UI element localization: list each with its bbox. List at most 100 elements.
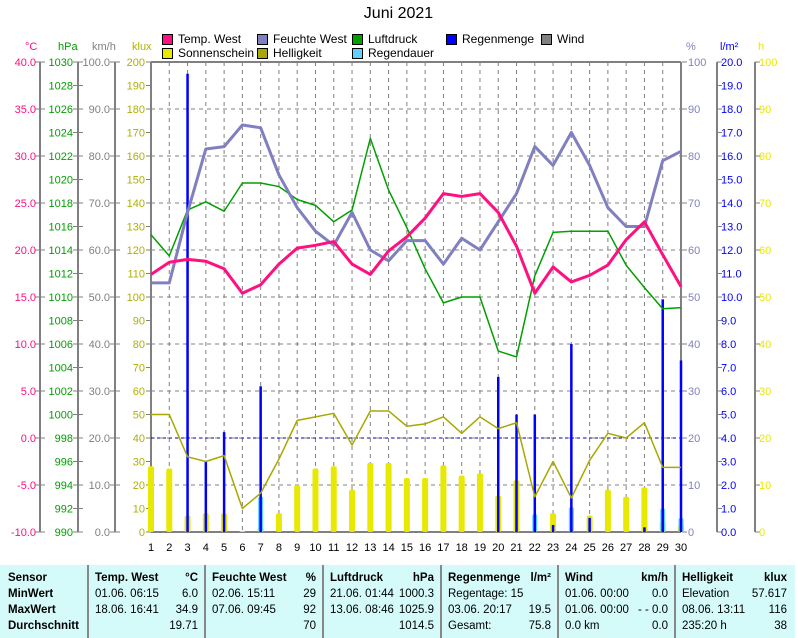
brightness-tick-label: 10 <box>133 504 145 516</box>
legend-item: Regenmenge <box>446 32 534 46</box>
sunshine-bar <box>330 466 337 532</box>
column-unit: klux <box>763 572 787 584</box>
cell-value <box>448 586 551 602</box>
brightness-tick-label: 140 <box>127 198 145 210</box>
wind-tick-label: 50.0 <box>89 292 110 304</box>
brightness-tick-label: 110 <box>127 269 145 281</box>
x-tick-label: 3 <box>184 542 190 554</box>
brightness-tick-label: 200 <box>127 57 145 69</box>
temp-tick-label: 30.0 <box>15 151 36 163</box>
rain-tick-label: 4.0 <box>721 433 736 445</box>
pressure-tick-label: 992 <box>55 504 73 516</box>
x-tick-label: 22 <box>529 542 541 554</box>
legend-item: Helligkeit <box>257 46 322 60</box>
humidity-tick-label: 10 <box>688 480 700 492</box>
x-tick-label: 7 <box>258 542 264 554</box>
legend-label: Temp. West <box>178 32 242 46</box>
cell-value: 34.9 <box>175 604 198 616</box>
pressure-tick-label: 1004 <box>49 363 73 375</box>
x-tick-label: 18 <box>456 542 468 554</box>
hours-tick-label: 20 <box>759 433 771 445</box>
column-header: Wind <box>565 572 593 584</box>
hours-tick-label: 90 <box>759 104 771 116</box>
sunshine-bar <box>550 513 557 532</box>
brightness-tick-label: 90 <box>133 316 145 328</box>
rain-tick-label: 17.0 <box>721 128 742 140</box>
pressure-tick-label: 990 <box>55 527 73 539</box>
cell-value: 0.0 <box>652 620 668 632</box>
hours-tick-label: 40 <box>759 339 771 351</box>
sensor-column: Sensor MinWert MaxWert Durchschnitt <box>0 565 89 638</box>
stats-table: Sensor MinWert MaxWert Durchschnitt Temp. We… <box>0 565 795 638</box>
brightness-tick-label: 30 <box>133 457 145 469</box>
brightness-tick-label: 80 <box>133 339 145 351</box>
sensor-header: Sensor <box>8 572 47 584</box>
hours-tick-label: 10 <box>759 480 771 492</box>
legend-label: Feuchte West <box>273 32 347 46</box>
column-unit: l/m² <box>530 572 551 584</box>
rain-bar <box>679 360 683 532</box>
stats-column: Wind km/h 01.06. 00:00 0.0 01.06. 00:00 - - 0… <box>559 565 676 638</box>
temp-tick-label: -10.0 <box>11 527 36 539</box>
stats-column: Regenmenge l/m² Regentage: 15 03.06. 20:17 1… <box>442 565 559 638</box>
x-tick-label: 9 <box>294 542 300 554</box>
humidity-tick-label: 70 <box>688 198 700 210</box>
legend-item: Sonnenschein <box>162 46 254 60</box>
rain-tick-label: 10.0 <box>721 292 742 304</box>
rain-bar <box>570 344 573 532</box>
x-tick-label: 24 <box>565 542 577 554</box>
cell-label: 0.0 km <box>565 620 600 632</box>
x-tick-label: 10 <box>309 542 321 554</box>
sunshine-bar <box>403 477 410 532</box>
x-tick-label: 2 <box>166 542 172 554</box>
rain-tick-label: 9.0 <box>721 316 736 328</box>
rain-tick-label: 16.0 <box>721 151 742 163</box>
rain-bar <box>259 386 262 532</box>
humidity-axis-unit: % <box>686 41 696 53</box>
x-tick-label: 5 <box>221 542 227 554</box>
legend-swatch <box>352 33 363 45</box>
legend-item: Temp. West <box>162 32 241 46</box>
cell-label: 01.06. 06:15 <box>95 588 159 600</box>
brightness-tick-label: 100 <box>127 292 145 304</box>
legend-swatch <box>257 33 268 45</box>
x-tick-label: 13 <box>364 542 376 554</box>
wind-tick-label: 40.0 <box>89 339 110 351</box>
column-unit: % <box>305 572 316 584</box>
wind-tick-label: 20.0 <box>89 433 110 445</box>
legend-label: Luftdruck <box>368 32 418 46</box>
rain-bar <box>551 524 555 532</box>
x-tick-label: 15 <box>401 542 413 554</box>
rain-bar <box>515 414 518 532</box>
wind-tick-label: 10.0 <box>89 480 110 492</box>
legend-label: Sonnenschein <box>178 46 255 60</box>
pressure-tick-label: 994 <box>55 480 73 492</box>
wind-tick-label: 30.0 <box>89 386 110 398</box>
legend-label: Regenmenge <box>462 32 535 46</box>
pressure-tick-label: 1016 <box>49 222 73 234</box>
pressure-tick-label: 1024 <box>49 128 73 140</box>
rain-tick-label: 19.0 <box>721 81 742 93</box>
temperature-line <box>150 192 683 295</box>
brightness-line <box>151 410 681 510</box>
brightness-tick-label: 20 <box>133 480 145 492</box>
column-header: Helligkeit <box>682 572 734 584</box>
wind-tick-label: 100.0 <box>82 57 110 69</box>
legend-label: Helligkeit <box>273 46 322 60</box>
sunshine-bar <box>458 475 465 532</box>
cell-label: 08.06. 13:11 <box>682 604 746 616</box>
chart: °C40.035.030.025.020.015.010.05.00.0-5.0… <box>11 41 777 554</box>
x-tick-label: 23 <box>547 542 559 554</box>
x-tick-label: 26 <box>602 542 614 554</box>
sunshine-bar <box>312 468 319 532</box>
column-unit: hPa <box>412 572 434 584</box>
sunshine-bar <box>294 485 301 532</box>
cell-value: 38 <box>774 620 787 632</box>
sunshine-bar <box>385 462 392 532</box>
cell-label: Gesamt: <box>448 620 492 632</box>
x-tick-label: 17 <box>437 542 449 554</box>
rain-bar <box>496 376 500 532</box>
pressure-tick-label: 1018 <box>49 198 73 210</box>
x-tick-label: 28 <box>638 542 650 554</box>
